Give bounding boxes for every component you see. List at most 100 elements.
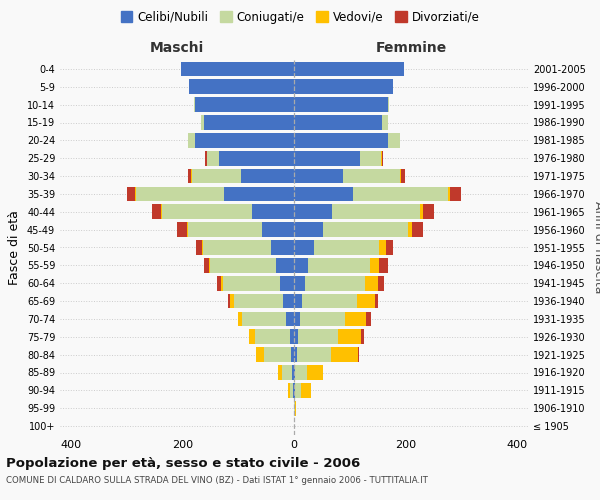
Bar: [323, 222, 407, 237]
Bar: [187, 222, 188, 237]
Bar: [217, 276, 221, 290]
Bar: [202, 240, 203, 255]
Bar: [294, 365, 295, 380]
Bar: [280, 276, 294, 290]
Bar: [294, 62, 404, 76]
Bar: [305, 276, 365, 290]
Bar: [191, 168, 192, 184]
Bar: [293, 383, 294, 398]
Bar: [308, 258, 370, 272]
Bar: [365, 276, 377, 290]
Bar: [201, 115, 204, 130]
Bar: [294, 383, 295, 398]
Bar: [221, 276, 223, 290]
Bar: [375, 294, 377, 308]
Bar: [412, 222, 423, 237]
Bar: [294, 151, 360, 166]
Bar: [388, 98, 389, 112]
Bar: [204, 115, 294, 130]
Bar: [177, 222, 187, 237]
Bar: [250, 330, 255, 344]
Bar: [357, 294, 375, 308]
Bar: [294, 258, 308, 272]
Text: Popolazione per età, sesso e stato civile - 2006: Popolazione per età, sesso e stato civil…: [6, 458, 360, 470]
Bar: [278, 365, 283, 380]
Bar: [192, 168, 241, 184]
Bar: [299, 312, 345, 326]
Bar: [345, 312, 367, 326]
Bar: [294, 222, 323, 237]
Bar: [294, 240, 314, 255]
Bar: [295, 401, 296, 415]
Bar: [382, 151, 383, 166]
Bar: [294, 186, 353, 201]
Bar: [294, 115, 382, 130]
Bar: [423, 204, 434, 219]
Bar: [294, 133, 388, 148]
Bar: [242, 312, 286, 326]
Bar: [135, 186, 136, 201]
Bar: [448, 186, 450, 201]
Bar: [353, 186, 448, 201]
Text: Femmine: Femmine: [376, 41, 446, 55]
Bar: [420, 204, 422, 219]
Bar: [401, 168, 406, 184]
Bar: [381, 151, 382, 166]
Bar: [194, 98, 195, 112]
Bar: [223, 276, 280, 290]
Bar: [294, 294, 302, 308]
Bar: [295, 365, 307, 380]
Bar: [238, 312, 242, 326]
Legend: Celibi/Nubili, Coniugati/e, Vedovi/e, Divorziati/e: Celibi/Nubili, Coniugati/e, Vedovi/e, Di…: [116, 6, 484, 28]
Bar: [294, 276, 305, 290]
Bar: [292, 365, 294, 380]
Bar: [196, 240, 202, 255]
Bar: [331, 348, 358, 362]
Bar: [386, 240, 392, 255]
Y-axis label: Fasce di età: Fasce di età: [8, 210, 21, 285]
Bar: [271, 240, 294, 255]
Bar: [162, 204, 252, 219]
Bar: [127, 186, 135, 201]
Bar: [294, 168, 343, 184]
Y-axis label: Anni di nascita: Anni di nascita: [592, 201, 600, 294]
Bar: [294, 98, 388, 112]
Bar: [265, 348, 291, 362]
Bar: [136, 186, 224, 201]
Bar: [283, 294, 294, 308]
Bar: [189, 80, 294, 94]
Bar: [377, 276, 384, 290]
Bar: [256, 348, 265, 362]
Bar: [367, 312, 371, 326]
Bar: [358, 348, 359, 362]
Bar: [307, 365, 323, 380]
Bar: [289, 383, 290, 398]
Bar: [297, 348, 331, 362]
Bar: [294, 330, 298, 344]
Bar: [255, 330, 290, 344]
Bar: [302, 294, 357, 308]
Bar: [294, 80, 393, 94]
Bar: [211, 258, 276, 272]
Text: COMUNE DI CALDARO SULLA STRADA DEL VINO (BZ) - Dati ISTAT 1° gennaio 2006 - TUTT: COMUNE DI CALDARO SULLA STRADA DEL VINO …: [6, 476, 428, 485]
Bar: [388, 133, 400, 148]
Bar: [343, 168, 400, 184]
Bar: [195, 98, 294, 112]
Bar: [295, 383, 301, 398]
Bar: [188, 168, 191, 184]
Bar: [152, 204, 161, 219]
Bar: [294, 348, 297, 362]
Bar: [262, 222, 294, 237]
Bar: [188, 133, 195, 148]
Bar: [294, 204, 332, 219]
Bar: [219, 151, 294, 166]
Bar: [332, 204, 420, 219]
Bar: [298, 330, 338, 344]
Bar: [361, 330, 364, 344]
Bar: [188, 222, 262, 237]
Bar: [314, 240, 379, 255]
Bar: [224, 186, 294, 201]
Bar: [252, 204, 294, 219]
Bar: [276, 258, 294, 272]
Bar: [181, 62, 294, 76]
